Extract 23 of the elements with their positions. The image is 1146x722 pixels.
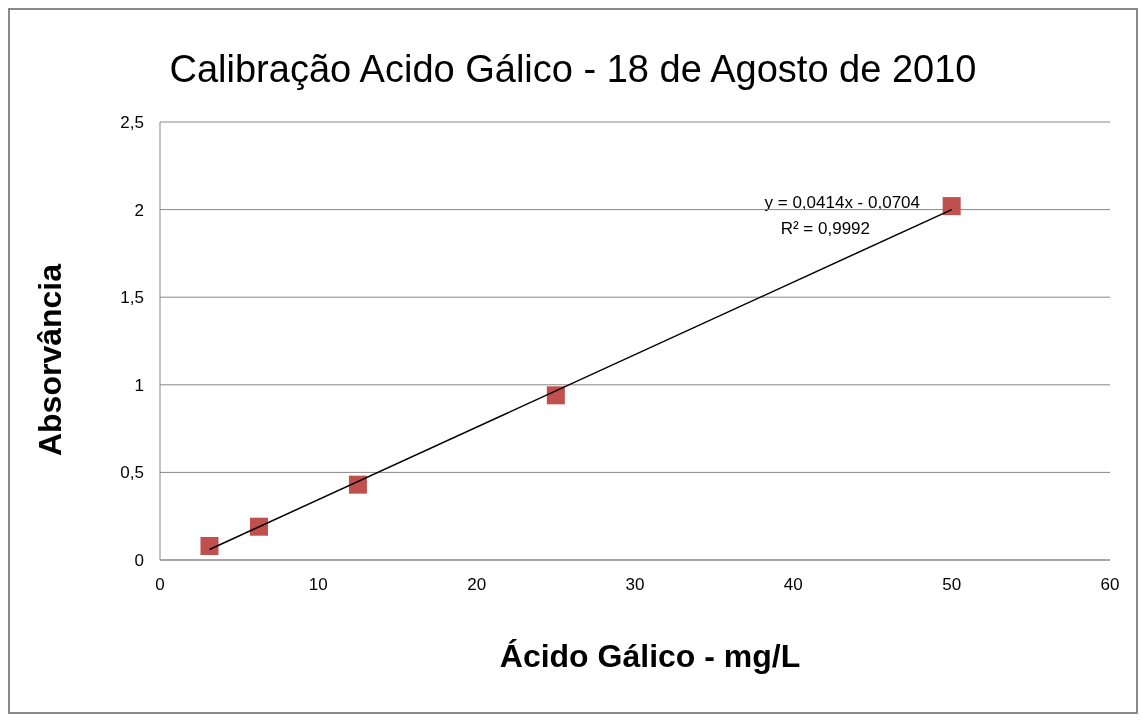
x-tick-label: 10	[308, 575, 328, 595]
y-axis-title: Absorvância	[31, 263, 69, 457]
x-tick-label: 60	[1100, 575, 1120, 595]
y-tick-label: 1	[134, 375, 144, 395]
x-tick-label: 0	[155, 575, 165, 595]
x-axis-title: Ácido Gálico - mg/L	[498, 638, 802, 675]
point	[546, 386, 565, 405]
point	[200, 536, 219, 555]
point	[249, 517, 268, 536]
y-tick-label: 0	[134, 551, 144, 571]
y-tick-label: 0,5	[120, 463, 144, 483]
annotation: y = 0,0414x - 0,0704	[763, 192, 920, 214]
annotation: R² = 0,9992	[779, 218, 871, 240]
chart-title: Calibração Acido Gálico - 18 de Agosto de 2010	[168, 48, 978, 91]
point	[348, 475, 367, 494]
x-tick-label: 40	[783, 575, 803, 595]
x-tick-label: 30	[625, 575, 645, 595]
y-tick-label: 2	[134, 200, 144, 220]
x-tick-label: 20	[467, 575, 487, 595]
point	[942, 197, 961, 216]
y-tick-label: 2,5	[120, 113, 144, 133]
x-tick-label: 50	[942, 575, 962, 595]
y-tick-label: 1,5	[120, 288, 144, 308]
